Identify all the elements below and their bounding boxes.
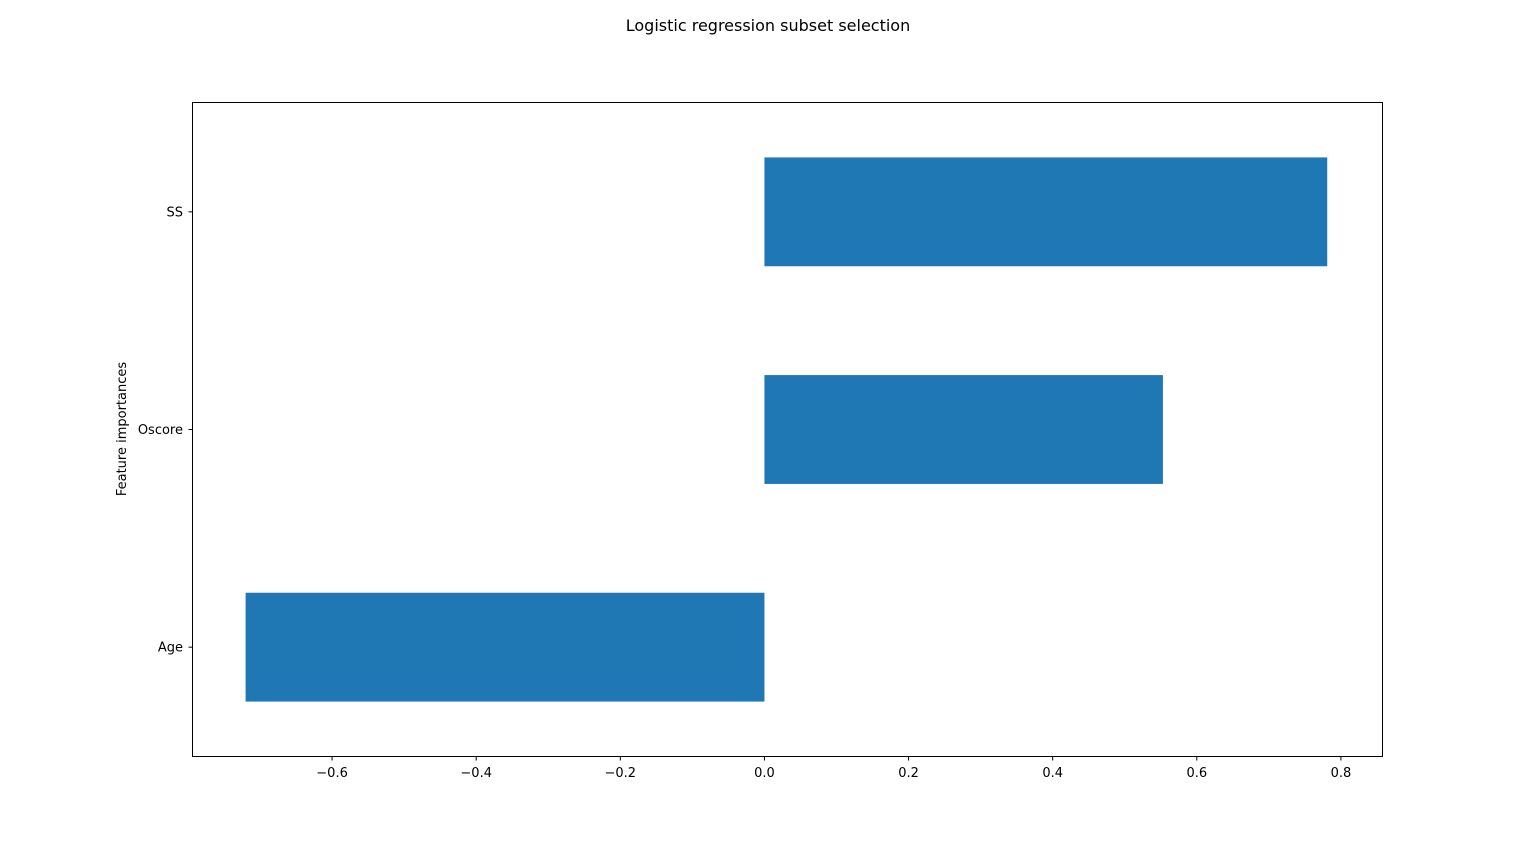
x-tick-label: 0.0 — [754, 766, 775, 781]
bar-ss — [764, 157, 1328, 267]
bars-layer — [245, 157, 1328, 702]
y-tick-label-oscore: Oscore — [138, 423, 183, 438]
x-tick-label: 0.6 — [1186, 766, 1207, 781]
bar-oscore — [764, 375, 1163, 484]
y-tick-label-age: Age — [158, 641, 183, 656]
y-tick-label-ss: SS — [166, 205, 183, 220]
x-tick-label: 0.4 — [1042, 766, 1063, 781]
chart-title: Logistic regression subset selection — [626, 16, 910, 35]
y-axis-label: Feature importances — [115, 362, 130, 497]
x-tick-label: −0.4 — [460, 766, 492, 781]
x-tick-label: 0.8 — [1331, 766, 1352, 781]
x-tick-label: −0.2 — [605, 766, 637, 781]
x-tick-label: −0.6 — [316, 766, 348, 781]
x-tick-label: 0.2 — [898, 766, 919, 781]
ticks-layer: Age Oscore SS −0.6 −0.4 −0.2 0.0 0.2 0.4 0.6 0.8 — [138, 205, 1351, 781]
bar-age — [245, 592, 765, 702]
plot-frame — [192, 102, 1383, 757]
